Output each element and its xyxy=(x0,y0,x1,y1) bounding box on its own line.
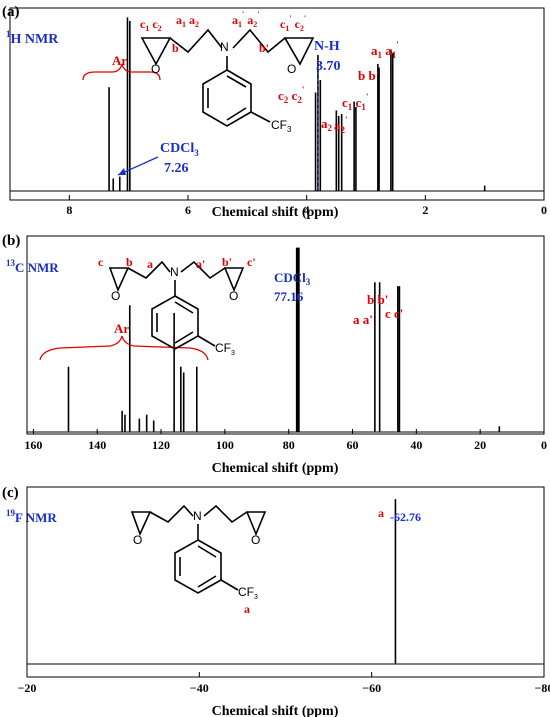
panel-b-nucleus: 13C NMR xyxy=(6,258,59,275)
panel-a-a2-label: a2 xyxy=(321,116,333,133)
panel-b-ar-label: Ar xyxy=(114,321,129,336)
panel-b-mol-c: c xyxy=(98,255,104,269)
panel-c-label: (c) xyxy=(2,485,19,501)
panel-a-mol-c1pc2p: c1' c2' xyxy=(280,14,306,33)
panel-b-mol-n: N xyxy=(170,265,179,279)
panel-b-tick-label: 80 xyxy=(283,438,295,452)
panel-a-cdcl3-value: 7.26 xyxy=(164,161,189,176)
panel-b-aap-label: a a' xyxy=(353,312,373,327)
panel-a-mol-b: b xyxy=(172,41,179,55)
panel-a-molecule: O N O CF3 c1 c2 b a1 a2 a1' a2' b' c1' c… xyxy=(140,10,315,134)
panel-a-mol-o-left: O xyxy=(151,62,160,76)
panel-b-mol-cp: c' xyxy=(247,255,256,269)
panel-a-mol-c1c2: c1 c2 xyxy=(140,17,162,33)
panel-b-tick-label: 120 xyxy=(152,438,170,452)
panel-c-molecule: O N O CF3 a xyxy=(130,504,267,616)
panel-c-mol-a: a xyxy=(244,602,250,616)
panel-a-bbp-label: b b' xyxy=(358,68,379,83)
panel-a-mol-bp: b' xyxy=(259,41,269,55)
panel-b-tick-label: 160 xyxy=(24,438,42,452)
panel-b-frame xyxy=(26,235,545,435)
panel-a-frame xyxy=(9,7,545,201)
panel-b-mol-o-left: O xyxy=(111,289,120,303)
panel-c-mol-n: N xyxy=(193,509,202,523)
panel-a-a2p-label: a2' xyxy=(334,115,348,135)
panel-c-peak-value: -62.76 xyxy=(390,510,421,524)
panel-a-cdcl3-arrowhead xyxy=(118,168,126,175)
panel-b-cdcl3-value: 77.16 xyxy=(274,289,304,304)
panel-b-tick-label: 0 xyxy=(541,438,547,452)
panel-b-tick-label: 140 xyxy=(88,438,106,452)
panel-a-mol-a1pa2p: a1' a2' xyxy=(232,10,259,29)
panel-b-label: (b) xyxy=(2,233,20,249)
panel-c-mol-cf3: CF3 xyxy=(238,585,258,601)
panel-c-xlabel: Chemical shift (ppm) xyxy=(212,704,339,717)
panel-a-a1a1p-label: a1 a1' xyxy=(371,40,399,60)
panel-a-xlabel: Chemical shift (ppm) xyxy=(212,205,339,220)
panel-b-x-axis: 160 140 120 100 80 60 40 20 0 xyxy=(24,429,547,452)
panel-a-c2c2p-label: c2 c2' xyxy=(278,85,304,105)
panel-c-tick-label: −40 xyxy=(190,681,209,695)
panel-b-mol-bp: b' xyxy=(222,255,232,269)
panel-a-mol-cf3: CF3 xyxy=(271,118,292,134)
panel-a-tick-label: 0 xyxy=(541,203,547,217)
panel-a-tick-label: 4 xyxy=(304,203,310,217)
panel-b-ar-brace xyxy=(39,335,209,361)
panel-b-molecule: O N O CF3 c b a a' b' c' xyxy=(98,255,256,357)
panel-a-nh-value: 3.70 xyxy=(316,59,341,74)
panel-a-mol-a1a2: a1 a2 xyxy=(176,13,199,29)
panel-b-mol-ap: a' xyxy=(196,257,205,271)
panel-c-mol-o-right: O xyxy=(251,533,260,547)
panel-b-spectrum xyxy=(67,247,501,432)
panel-c-x-axis: −20 −40 −60 −80 xyxy=(18,672,550,695)
panel-b-ccp-label: c c' xyxy=(385,306,403,321)
panel-a-c1c1p-label: c1 c1' xyxy=(342,92,368,112)
panel-b-tick-label: 20 xyxy=(474,438,486,452)
panel-a-mol-n: N xyxy=(220,40,229,54)
panel-a-nh-label: N-H xyxy=(314,39,340,54)
panel-b-tick-label: 40 xyxy=(410,438,422,452)
panel-b-mol-a: a xyxy=(147,257,153,271)
panel-b-bbp-label: b b' xyxy=(367,292,388,307)
panel-a-nucleus: 1H NMR xyxy=(6,29,59,47)
panel-c-nucleus: 19F NMR xyxy=(6,508,57,525)
panel-a: (a) 1H NMR 8 6 4 2 0 Chemical shift (ppm) Ar… xyxy=(2,4,547,220)
panel-b-tick-label: 60 xyxy=(347,438,359,452)
panel-c-peak-letter: a xyxy=(378,506,384,520)
panel-b-xlabel: Chemical shift (ppm) xyxy=(212,461,339,476)
panel-a-mol-o-right: O xyxy=(287,62,296,76)
panel-b-mol-o-right: O xyxy=(229,289,238,303)
panel-a-x-axis: 8 6 4 2 0 xyxy=(66,195,547,217)
panel-b-tick-label: 100 xyxy=(216,438,234,452)
panel-c-tick-label: −80 xyxy=(535,681,550,695)
panel-c-frame xyxy=(26,486,545,678)
panel-a-tick-label: 8 xyxy=(66,203,72,217)
panel-a-ar-label: Ar xyxy=(112,53,127,68)
panel-b-mol-b: b xyxy=(126,255,133,269)
panel-b-mol-cf3: CF3 xyxy=(215,341,235,357)
panel-b: (b) 13C NMR 160 140 120 100 80 60 40 20 0 Chemic… xyxy=(2,233,547,476)
panel-c-tick-label: −20 xyxy=(18,681,37,695)
panel-b-cdcl3-label: CDCl3 xyxy=(274,270,311,287)
panel-a-tick-label: 6 xyxy=(185,203,191,217)
panel-c-mol-o-left: O xyxy=(133,533,142,547)
panel-c: (c) 19F NMR −20 −40 −60 −80 Chemical shift … xyxy=(2,485,550,717)
panel-c-tick-label: −60 xyxy=(362,681,381,695)
panel-a-tick-label: 2 xyxy=(422,203,428,217)
panel-a-ar-brace xyxy=(82,63,161,81)
panel-a-label: (a) xyxy=(2,4,20,20)
panel-a-cdcl3-label: CDCl3 xyxy=(160,141,199,158)
